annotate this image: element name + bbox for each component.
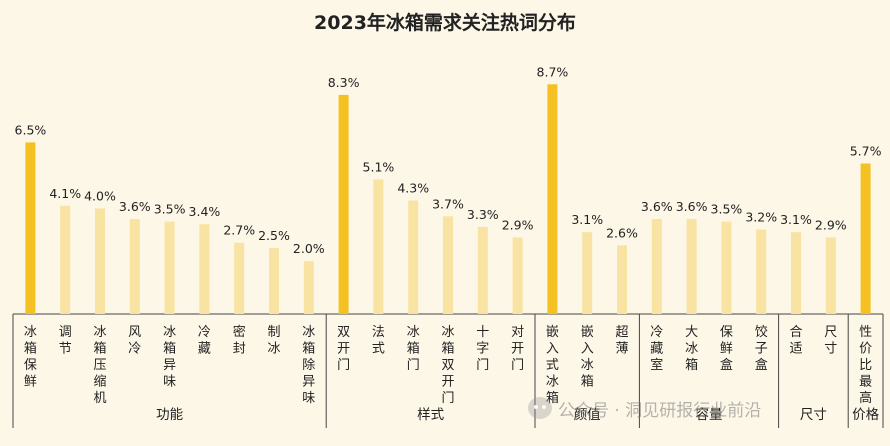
category-label: 风冷 [128, 325, 141, 357]
data-label: 3.6% [641, 199, 673, 214]
data-label: 6.5% [15, 122, 47, 137]
category-label: 十字门 [476, 325, 489, 373]
bar [443, 216, 453, 314]
bar [686, 218, 697, 314]
data-label: 3.6% [119, 199, 151, 214]
bar [512, 237, 523, 314]
data-label: 2.5% [258, 228, 290, 243]
data-label: 2.9% [502, 217, 534, 232]
category-label: 合适 [789, 325, 802, 357]
bar [164, 221, 175, 314]
category-label: 冰箱异味 [163, 325, 176, 390]
bar [651, 218, 662, 314]
group-label: 价格 [852, 407, 880, 423]
bar [617, 245, 627, 314]
data-label: 3.5% [711, 202, 743, 217]
bar [129, 218, 140, 314]
category-label: 冷藏室 [650, 325, 663, 373]
category-label: 法式 [372, 325, 385, 357]
data-label: 5.7% [850, 144, 882, 159]
group-label: 样式 [417, 407, 444, 423]
data-label: 2.0% [293, 241, 325, 256]
category-label: 冰箱压缩机 [93, 325, 106, 406]
category-label: 调节 [59, 325, 72, 357]
category-label: 冰箱除异味 [302, 325, 315, 406]
bar [756, 229, 767, 314]
bar [303, 261, 314, 314]
bar [825, 237, 836, 314]
category-label: 保鲜盒 [720, 325, 733, 373]
category-label: 冰箱双开门 [441, 325, 454, 406]
group-label: 尺寸 [800, 407, 827, 423]
data-label: 4.0% [84, 188, 116, 203]
category-label: 冰箱保鲜 [24, 325, 37, 390]
category-label: 饺子盒 [755, 325, 768, 373]
group-label: 容量 [696, 406, 723, 423]
group-label: 功能 [156, 407, 183, 423]
category-label: 制冰 [267, 325, 280, 357]
data-label: 3.1% [571, 212, 603, 227]
category-label: 双开门 [337, 325, 350, 373]
category-label: 大冰箱 [685, 325, 698, 373]
data-label: 3.3% [467, 207, 499, 222]
bar [408, 200, 419, 314]
data-label: 3.5% [154, 202, 186, 217]
wechat-icon [528, 397, 552, 419]
data-label: 8.7% [537, 64, 569, 79]
data-label: 5.1% [363, 159, 395, 174]
data-label: 3.6% [676, 199, 708, 214]
data-label: 3.2% [745, 210, 777, 225]
category-label: 嵌入式冰箱 [546, 325, 559, 406]
category-label: 超薄 [615, 325, 628, 357]
bar [338, 94, 349, 314]
data-label: 3.4% [189, 204, 221, 219]
group-label: 颜值 [574, 407, 601, 423]
category-label: 尺寸 [824, 325, 837, 357]
bar [582, 232, 593, 314]
chart-title: 2023年冰箱需求关注热词分布 [314, 12, 576, 34]
data-label: 2.6% [606, 225, 638, 240]
category-label: 冰箱门 [407, 325, 420, 373]
bar [547, 84, 558, 314]
data-label: 4.3% [397, 180, 429, 195]
data-label: 2.7% [223, 223, 255, 238]
category-label: 密封 [233, 324, 246, 357]
category-label: 冷藏 [198, 325, 211, 357]
data-label: 3.1% [780, 212, 812, 227]
bar [234, 242, 245, 314]
watermark-text: 公众号 · 洞见研报行业前沿 [558, 400, 762, 421]
data-label: 8.3% [328, 75, 360, 90]
category-label: 对开门 [511, 325, 524, 373]
bar [373, 179, 384, 314]
bar [95, 208, 105, 314]
data-label: 2.9% [815, 217, 847, 232]
watermark: 公众号 · 洞见研报行业前沿 [528, 395, 761, 421]
bar [199, 224, 210, 314]
bar [477, 226, 488, 314]
bar [791, 232, 801, 314]
bar [60, 205, 71, 314]
bar [721, 221, 732, 314]
data-label: 3.7% [432, 196, 464, 211]
category-label: 嵌入冰箱 [581, 325, 594, 390]
bar [25, 142, 36, 314]
category-label: 性价比最高 [859, 325, 872, 406]
data-label: 4.1% [49, 186, 81, 201]
bar [860, 163, 871, 314]
bar [269, 248, 279, 314]
